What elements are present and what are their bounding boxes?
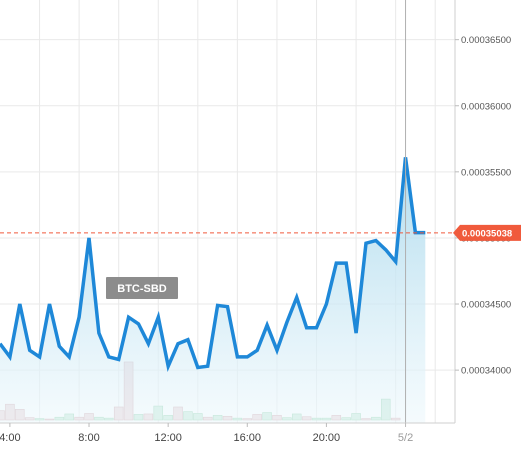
price-area-fill <box>0 157 426 424</box>
price-tick-label: 0.00035500 <box>461 167 511 178</box>
price-tick-label: 0.00034000 <box>461 366 511 377</box>
pair-label-background <box>106 277 178 299</box>
time-tick-label: 20:00 <box>313 432 341 444</box>
current-price-tag-shape <box>453 224 521 241</box>
price-tick-label: 0.00036000 <box>461 101 511 112</box>
price-axis[interactable]: 0.000340000.000345000.000350000.00035500… <box>455 35 511 377</box>
current-price-value: 0.00035038 <box>462 228 512 239</box>
price-tick-label: 0.00036500 <box>461 35 511 46</box>
current-price-tag: 0.00035038 <box>453 224 521 241</box>
time-tick-label: 12:00 <box>154 432 182 444</box>
price-series-line <box>0 157 426 372</box>
time-tick-label: 5/2 <box>398 432 413 444</box>
time-tick-label: 16:00 <box>234 432 262 444</box>
time-tick-label: 8:00 <box>78 432 99 444</box>
pair-label: BTC-SBD <box>106 277 178 299</box>
pair-label-text: BTC-SBD <box>117 283 167 295</box>
time-axis[interactable]: 4:00 8:00 12:00 16:00 20:00 5/2 <box>0 423 413 444</box>
time-tick-label: 4:00 <box>0 432 21 444</box>
price-tick-label: 0.00034500 <box>461 300 511 311</box>
